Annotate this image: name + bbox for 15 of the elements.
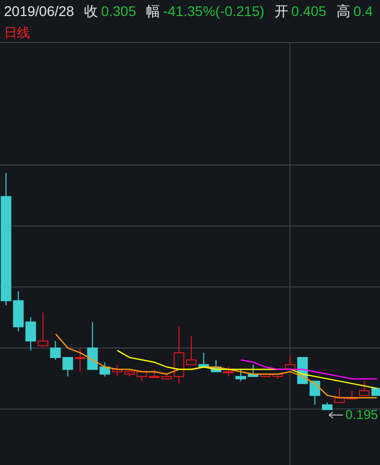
candlestick [74, 348, 86, 372]
chart-title: 2019/06/28 [4, 3, 74, 19]
candlestick [223, 366, 234, 377]
candlestick [38, 312, 48, 346]
candlestick [62, 357, 74, 377]
text: 开 0.405 [274, 3, 326, 19]
candlestick [358, 380, 370, 396]
annotation: 0.195 [345, 406, 378, 422]
text: 收 0.305 [84, 3, 136, 19]
chart-subtitle: 日线 [4, 24, 30, 42]
candlestick [25, 316, 36, 351]
text: 高 0.4 [336, 3, 373, 19]
candlestick [235, 368, 246, 382]
text: 幅 -41.35%(-0.215) [146, 3, 264, 19]
candlestick [50, 340, 61, 360]
